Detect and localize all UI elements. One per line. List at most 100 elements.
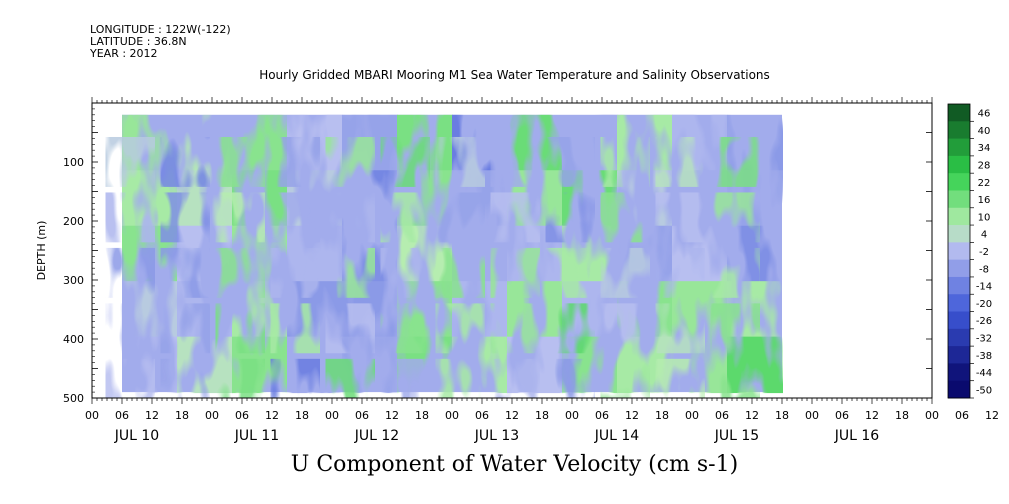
- field-cell-overlay: [710, 192, 760, 243]
- x-day-label: JUL 11: [234, 428, 279, 444]
- x-hour-label: 06: [475, 409, 489, 422]
- x-day-label: JUL 12: [354, 428, 399, 444]
- field-cell-overlay: [380, 358, 430, 398]
- colorbar-label: 10: [978, 212, 991, 223]
- metadata-block: LONGITUDE : 122W(-122) LATITUDE : 36.8N …: [90, 24, 231, 60]
- colorbar-label: 46: [978, 109, 991, 120]
- field-cell-overlay: [710, 303, 760, 354]
- field-cell-overlay: [435, 358, 485, 398]
- field-cell-overlay: [105, 358, 155, 398]
- y-tick-label: 400: [63, 333, 84, 346]
- y-tick-label: 200: [63, 215, 84, 228]
- colorbar-label: -20: [976, 299, 992, 310]
- plot-title: Hourly Gridded MBARI Mooring M1 Sea Wate…: [259, 68, 770, 82]
- colorbar-swatch: [948, 294, 970, 313]
- colorbar-swatch: [948, 190, 970, 209]
- field-cell-overlay: [215, 358, 265, 398]
- x-hour-label: 00: [685, 409, 699, 422]
- x-hour-label: 06: [115, 409, 129, 422]
- field-cell-overlay: [105, 247, 155, 298]
- field-cell-overlay: [435, 136, 485, 187]
- longitude-label: LONGITUDE : 122W(-122): [90, 23, 231, 36]
- field-cell-overlay: [325, 303, 375, 354]
- x-hour-label: 00: [85, 409, 99, 422]
- field-cell-overlay: [105, 136, 155, 187]
- x-hour-label: 12: [505, 409, 519, 422]
- colorbar-label: 16: [978, 195, 991, 206]
- x-hour-label: 00: [565, 409, 579, 422]
- field-cell-overlay: [270, 247, 320, 298]
- field-cell-overlay: [160, 247, 210, 298]
- colorbar-label: 22: [978, 178, 991, 189]
- x-day-label: JUL 13: [474, 428, 519, 444]
- field-cell-overlay: [270, 358, 320, 398]
- field-cell-overlay: [325, 247, 375, 298]
- x-hour-label: 12: [145, 409, 159, 422]
- colorbar-swatch: [948, 380, 970, 399]
- field-cell-overlay: [655, 247, 705, 298]
- colorbar-label: -26: [976, 316, 992, 327]
- field-cell-overlay: [380, 192, 430, 243]
- field-cell-overlay: [545, 358, 595, 398]
- x-hour-label: 18: [415, 409, 429, 422]
- x-hour-label: 06: [715, 409, 729, 422]
- field-cell-overlay: [600, 303, 650, 354]
- field-cell-overlay: [655, 358, 705, 398]
- field-cell-overlay: [600, 136, 650, 187]
- x-hour-label: 06: [355, 409, 369, 422]
- field-cell-overlay: [490, 303, 540, 354]
- latitude-label: LATITUDE : 36.8N: [90, 35, 187, 48]
- y-tick-label: 300: [63, 274, 84, 287]
- x-hour-label: 00: [445, 409, 459, 422]
- colorbar-swatch: [948, 104, 970, 122]
- x-hour-label: 18: [175, 409, 189, 422]
- x-hour-label: 12: [985, 409, 999, 422]
- x-hour-label: 12: [625, 409, 639, 422]
- colorbar-swatch: [948, 346, 970, 364]
- x-hour-label: 00: [805, 409, 819, 422]
- variable-title: U Component of Water Velocity (cm s-1): [290, 452, 739, 477]
- field-cell-overlay: [160, 136, 210, 187]
- field-cell-overlay: [270, 136, 320, 187]
- x-hour-label: 00: [325, 409, 339, 422]
- field-cell-overlay: [105, 192, 155, 243]
- colorbar-swatch: [948, 259, 970, 278]
- colorbar-label: -50: [976, 385, 992, 396]
- x-day-label: JUL 15: [714, 428, 759, 444]
- field-cell-overlay: [435, 192, 485, 243]
- x-hour-label: 18: [895, 409, 909, 422]
- field-cell-overlay: [215, 303, 265, 354]
- field-cell-overlay: [490, 192, 540, 243]
- field-cell-overlay: [435, 247, 485, 298]
- field-cell-overlay: [160, 358, 210, 398]
- x-day-label: JUL 14: [594, 428, 640, 444]
- field-cell-overlay: [710, 247, 760, 298]
- y-tick-label: 500: [63, 392, 84, 405]
- field-cell-overlay: [545, 303, 595, 354]
- field-cell-overlay: [380, 303, 430, 354]
- x-hour-label: 12: [265, 409, 279, 422]
- colorbar-swatch: [948, 138, 970, 157]
- field-cell-overlay: [655, 136, 705, 187]
- colorbar-label: -8: [979, 264, 989, 275]
- field-cell-overlay: [545, 136, 595, 187]
- field-cell-overlay: [160, 192, 210, 243]
- field-cell-overlay: [710, 358, 760, 398]
- x-day-label: JUL 10: [114, 428, 159, 444]
- x-hour-label: 12: [865, 409, 879, 422]
- field-cell-overlay: [325, 358, 375, 398]
- colorbar-label: -14: [976, 282, 992, 293]
- x-hour-label: 18: [295, 409, 309, 422]
- field-cell-overlay: [600, 247, 650, 298]
- x-hour-label: 12: [385, 409, 399, 422]
- y-axis-label: DEPTH (m): [35, 221, 48, 281]
- field-cell-overlay: [710, 136, 760, 187]
- field-cells-secondary: [105, 136, 760, 398]
- field-cell-overlay: [270, 303, 320, 354]
- x-hour-label: 06: [235, 409, 249, 422]
- field-cell-overlay: [380, 247, 430, 298]
- x-day-label: JUL 16: [834, 428, 880, 444]
- field-cell-overlay: [215, 192, 265, 243]
- field-cell-overlay: [545, 247, 595, 298]
